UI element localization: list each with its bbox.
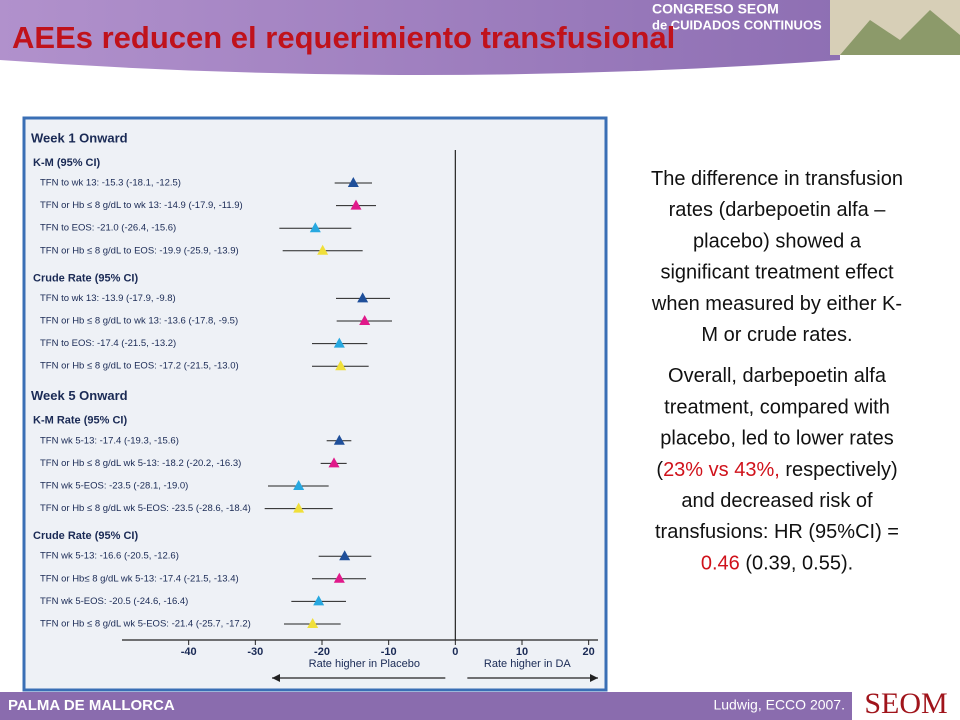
row-label: TFN or Hb ≤ 8 g/dL wk 5-EOS: -21.4 (-25.…	[40, 619, 251, 630]
estimate-marker	[347, 177, 359, 187]
text-line: placebo) showed a	[693, 231, 862, 253]
text-line: 0.46 (0.39, 0.55).	[701, 553, 853, 575]
text-line: M or crude rates.	[701, 324, 852, 346]
text-run: rates (darbepoetin alfa –	[669, 199, 887, 221]
estimate-marker	[293, 480, 305, 490]
row-label: TFN or Hb ≤ 8 g/dL to EOS: -19.9 (-25.9,…	[40, 245, 239, 256]
estimate-marker	[333, 572, 345, 583]
text-run: transfusions: HR (95%CI) =	[655, 521, 899, 543]
text-line: placebo, led to lower rates	[660, 428, 893, 450]
header-banner	[0, 0, 840, 75]
row-label: TFN or Hb ≤ 8 g/dL to wk 13: -14.9 (-17.…	[40, 200, 243, 211]
text-run: placebo, led to lower rates	[660, 428, 893, 450]
text-run: and decreased risk of	[681, 490, 873, 512]
row-label: TFN to wk 13: -13.9 (-17.9, -9.8)	[40, 293, 176, 304]
x-tick-label: 10	[516, 646, 528, 658]
text-run: when measured by either K-	[651, 293, 902, 315]
footer-logo: SEOM	[864, 687, 947, 720]
text-line: rates (darbepoetin alfa –	[669, 199, 887, 221]
row-label: TFN or Hb ≤ 8 g/dL wk 5-EOS: -23.5 (-28.…	[40, 503, 251, 514]
estimate-marker	[335, 360, 347, 371]
plot-panel	[22, 116, 608, 692]
x-tick-label: 20	[583, 646, 595, 658]
text-run: placebo) showed a	[693, 231, 862, 253]
x-tick-label: 0	[452, 646, 458, 658]
footer-location: PALMA DE MALLORCA	[8, 697, 175, 714]
x-label-left: Rate higher in Placebo	[309, 658, 420, 670]
row-label: TFN wk 5-EOS: -20.5 (-24.6, -16.4)	[40, 596, 188, 607]
x-label-right: Rate higher in DA	[484, 658, 571, 670]
text-run: respectively)	[780, 459, 898, 481]
header-trees	[840, 10, 960, 55]
row-label: TFN to EOS: -17.4 (-21.5, -13.2)	[40, 338, 176, 349]
text-run: treatment, compared with	[664, 397, 890, 419]
footer-citation: Ludwig, ECCO 2007.	[713, 697, 845, 713]
row-label: TFN to wk 13: -15.3 (-18.1, -12.5)	[40, 178, 181, 189]
row-label: TFN or Hb ≤ 8 g/dL to EOS: -17.2 (-21.5,…	[40, 361, 239, 372]
row-label: TFN wk 5-13: -16.6 (-20.5, -12.6)	[40, 551, 179, 562]
x-tick-label: -40	[181, 646, 197, 658]
x-tick-label: -20	[314, 646, 330, 658]
estimate-marker	[339, 550, 351, 561]
estimate-marker	[350, 199, 362, 210]
text-line: The difference in transfusion	[651, 168, 903, 190]
logo-line: CONGRESO SEOM	[652, 1, 779, 17]
text-run: Overall, darbepoetin alfa	[668, 365, 887, 387]
text-run: M or crude rates.	[701, 324, 852, 346]
group-title: K-M (95% CI)	[33, 157, 101, 169]
row-label: TFN wk 5-EOS: -23.5 (-28.1, -19.0)	[40, 481, 188, 492]
x-tick-label: -10	[381, 646, 397, 658]
estimate-marker	[328, 457, 340, 468]
x-tick-label: -30	[247, 646, 263, 658]
text-run: 0.46	[701, 553, 740, 575]
text-line: significant treatment effect	[660, 262, 894, 284]
arrow-head	[272, 674, 280, 682]
forest-plot: Week 1 Onward K-M (95% CI) TFN to wk 13: -…	[31, 130, 598, 682]
group-title: Crude Rate (95% CI)	[33, 530, 138, 542]
text-line: (23% vs 43%, respectively)	[656, 459, 897, 481]
group-title: Crude Rate (95% CI)	[33, 272, 138, 284]
text-run: 23% vs 43%,	[663, 459, 780, 481]
text-run: The difference in transfusion	[651, 168, 903, 190]
row-label: TFN to EOS: -21.0 (-26.4, -15.6)	[40, 223, 176, 234]
text-run: (0.39, 0.55).	[740, 553, 853, 575]
text-line: Overall, darbepoetin alfa	[668, 365, 887, 387]
section-title: Week 1 Onward	[31, 130, 128, 145]
row-label: TFN or Hb ≤ 8 g/dL wk 5-13: -18.2 (-20.2…	[40, 458, 241, 469]
estimate-marker	[359, 315, 371, 325]
row-label: TFN wk 5-13: -17.4 (-19.3, -15.6)	[40, 435, 179, 446]
text-line: when measured by either K-	[651, 293, 902, 315]
estimate-marker	[333, 434, 345, 445]
row-label: TFN or Hb ≤ 8 g/dL to wk 13: -13.6 (-17.…	[40, 316, 238, 327]
estimate-marker	[317, 244, 329, 255]
estimate-marker	[293, 502, 305, 513]
estimate-marker	[313, 595, 325, 606]
arrow-head	[590, 674, 598, 682]
row-label: TFN or Hb≤ 8 g/dL wk 5-13: -17.4 (-21.5,…	[40, 573, 239, 584]
text-line: treatment, compared with	[664, 397, 890, 419]
estimate-marker	[357, 292, 369, 303]
logo-line: de CUIDADOS CONTINUOS	[652, 17, 822, 32]
estimate-marker	[309, 222, 321, 233]
estimate-marker	[333, 337, 345, 348]
footer-bar	[0, 692, 960, 720]
body-text: The difference in transfusion rates (darb…	[651, 168, 903, 574]
text-run: (	[656, 459, 663, 481]
group-title: K-M Rate (95% CI)	[33, 415, 127, 427]
text-run: significant treatment effect	[660, 262, 894, 284]
slide-title: AEEs reducen el requerimiento transfusio…	[12, 20, 675, 55]
logo-bg	[852, 692, 960, 720]
text-line: and decreased risk of	[681, 490, 873, 512]
text-line: transfusions: HR (95%CI) =	[655, 521, 899, 543]
estimate-marker	[307, 618, 319, 628]
section-title: Week 5 Onward	[31, 388, 128, 403]
